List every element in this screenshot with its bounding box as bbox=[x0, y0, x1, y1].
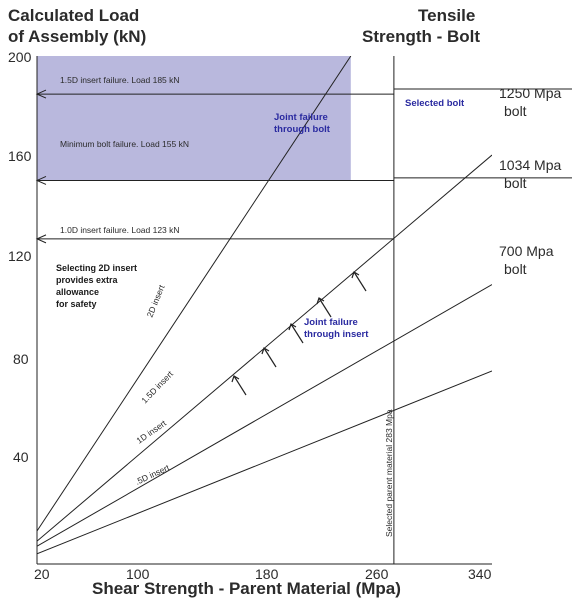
load-label-123: 1.0D insert failure. Load 123 kN bbox=[60, 225, 180, 235]
x-tick-180: 180 bbox=[255, 566, 279, 582]
series-label-1-5d-insert: 1.5D insert bbox=[139, 368, 175, 405]
series-line-0-5d-insert bbox=[37, 370, 492, 555]
shaded-region bbox=[37, 56, 351, 181]
annotation-safety-1: Selecting 2D insert bbox=[56, 263, 137, 273]
annotation-safety-4: for safety bbox=[56, 299, 97, 309]
load-label-155: Minimum bolt failure. Load 155 kN bbox=[60, 139, 189, 149]
bolt-label-700-line2: bolt bbox=[504, 261, 527, 277]
annotation-joint-failure-insert-1: Joint failure bbox=[304, 317, 358, 328]
insert-arrow-1 bbox=[231, 375, 247, 396]
x-axis-label: Shear Strength - Parent Material (Mpa) bbox=[92, 579, 401, 598]
load-arrowhead-1 bbox=[35, 176, 47, 185]
load-arrowhead-2 bbox=[35, 234, 47, 244]
load-arrowhead-0 bbox=[35, 89, 47, 99]
annotation-safety-2: provides extra bbox=[56, 275, 119, 285]
x-tick-20: 20 bbox=[34, 566, 50, 582]
annotation-joint-failure-bolt-2: through bolt bbox=[274, 124, 331, 135]
insert-arrow-2 bbox=[261, 347, 277, 368]
annotation-joint-failure-bolt-1: Joint failure bbox=[274, 112, 328, 123]
series-line-1d-insert bbox=[37, 284, 492, 547]
title-right-line2: Strength - Bolt bbox=[362, 27, 480, 46]
bolt-label-700-line1: 700 Mpa bbox=[499, 243, 554, 259]
load-label-185: 1.5D insert failure. Load 185 kN bbox=[60, 75, 180, 85]
annotation-safety-3: allowance bbox=[56, 287, 99, 297]
annotation-joint-failure-insert-2: through insert bbox=[304, 329, 369, 340]
title-left-line2: of Assembly (kN) bbox=[8, 27, 146, 46]
annotation-selected-bolt: Selected bolt bbox=[405, 98, 465, 109]
x-tick-100: 100 bbox=[126, 566, 150, 582]
insert-failure-arrows bbox=[231, 271, 367, 396]
title-right-line1: Tensile bbox=[418, 6, 475, 25]
x-tick-340: 340 bbox=[468, 566, 492, 582]
load-arrow-155 bbox=[35, 176, 394, 185]
load-arrow-185 bbox=[35, 89, 394, 99]
y-tick-80: 80 bbox=[13, 351, 29, 367]
insert-arrow-4 bbox=[316, 297, 332, 318]
series-label-2d-insert: 2D insert bbox=[145, 283, 167, 319]
bolt-label-1034-line2: bolt bbox=[504, 175, 527, 191]
y-tick-120: 120 bbox=[8, 248, 32, 264]
y-tick-160: 160 bbox=[8, 148, 32, 164]
series-line-2d-insert bbox=[37, 56, 352, 532]
bolt-label-1250-line1: 1250 Mpa bbox=[499, 85, 561, 101]
x-tick-260: 260 bbox=[365, 566, 389, 582]
y-tick-40: 40 bbox=[13, 449, 29, 465]
insert-arrow-5 bbox=[351, 271, 367, 292]
insert-arrow-3 bbox=[288, 323, 304, 344]
series-label-0-5d-insert: .5D insert bbox=[134, 462, 172, 487]
y-tick-200: 200 bbox=[8, 49, 32, 65]
load-arrow-123 bbox=[35, 234, 394, 244]
title-left-line1: Calculated Load bbox=[8, 6, 139, 25]
bolt-label-1034-line1: 1034 Mpa bbox=[499, 157, 561, 173]
series-label-1d-insert: 1D insert bbox=[134, 418, 168, 446]
bolt-label-1250-line2: bolt bbox=[504, 103, 527, 119]
selected-parent-material-label: Selected parent material 283 Mpa bbox=[384, 409, 394, 537]
